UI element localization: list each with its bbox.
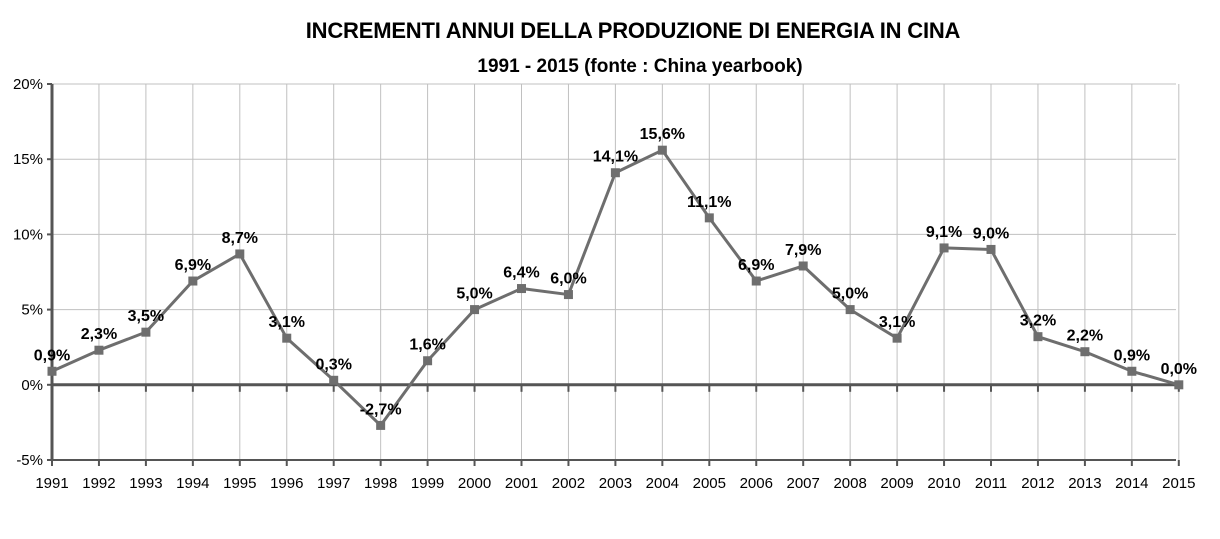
data-label: 15,6% [640,126,685,143]
data-point [517,284,526,294]
data-point [939,243,949,253]
chart-title: INCREMENTI ANNUI DELLA PRODUZIONE DI ENE… [305,18,961,43]
data-point [376,420,386,430]
data-label: 5,0% [832,286,868,303]
data-label: 5,0% [456,286,492,303]
data-label: 3,1% [269,314,305,331]
data-label: 2,3% [81,326,117,343]
data-point [751,276,761,286]
y-tick-label: 20% [13,76,43,93]
data-point [1174,380,1184,390]
data-point [1033,332,1043,342]
x-tick-label: 2012 [1021,475,1054,492]
x-tick-label: 1998 [364,475,397,492]
x-tick-label: 2006 [740,475,773,492]
data-label: 0,3% [315,356,351,373]
y-tick-label: 15% [13,151,43,168]
x-tick-label: 1992 [82,475,115,492]
x-tick-label: 2011 [975,475,1007,492]
data-point [704,213,714,223]
data-point [235,249,245,259]
data-label: 3,5% [128,308,164,325]
x-tick-label: 2004 [646,475,679,492]
x-tick-label: 2008 [833,475,866,492]
data-point [1127,366,1137,376]
data-point [188,276,198,286]
x-tick-label: 2013 [1068,475,1101,492]
x-tick-label: 2007 [787,475,820,492]
data-point [94,345,104,355]
data-label: 14,1% [593,149,638,166]
data-point [798,261,808,271]
y-tick-label: -5% [16,452,43,469]
data-point [329,375,339,385]
data-point [892,333,902,343]
x-tick-label: 1997 [317,475,350,492]
data-point [141,327,151,337]
data-point [282,333,292,343]
data-label: 6,9% [738,257,774,274]
x-tick-label: 1999 [411,475,444,492]
x-tick-label: 1991 [35,475,68,492]
x-tick-label: 2009 [880,475,913,492]
x-tick-label: 2001 [505,475,538,492]
data-point [423,356,433,366]
data-point [470,305,480,315]
data-label: 9,1% [926,224,962,241]
y-tick-label: 10% [13,226,43,243]
x-tick-label: 1993 [129,475,162,492]
data-label: 7,9% [785,242,821,259]
data-point [986,244,996,254]
data-label: 8,7% [222,230,258,247]
data-point [1080,347,1090,357]
data-label: 6,4% [503,265,539,282]
data-label: 0,0% [1161,361,1197,378]
x-tick-label: 2002 [552,475,585,492]
data-label: 2,2% [1067,328,1103,345]
data-label: 0,9% [34,347,70,364]
x-tick-label: 2014 [1115,475,1148,492]
data-label: 0,9% [1114,347,1150,364]
x-tick-label: 2010 [927,475,960,492]
data-point [563,290,573,300]
x-tick-label: 2000 [458,475,491,492]
data-point [610,168,620,178]
x-tick-label: 2015 [1162,475,1195,492]
data-label: 6,0% [550,271,586,288]
data-point [47,366,57,376]
y-tick-label: 5% [21,302,43,319]
x-tick-label: 1994 [176,475,209,492]
x-tick-label: 2005 [693,475,726,492]
data-point [845,305,855,315]
data-point [657,145,667,155]
x-tick-label: 2003 [599,475,632,492]
data-label: 3,2% [1020,313,1056,330]
x-tick-label: 1996 [270,475,303,492]
chart-subtitle: 1991 - 2015 (fonte : China yearbook) [477,56,803,77]
x-tick-label: 1995 [223,475,256,492]
data-label: 1,6% [409,337,445,354]
data-label: 11,1% [687,194,731,211]
data-label: 9,0% [973,225,1009,242]
data-label: 6,9% [175,257,211,274]
y-tick-label: 0% [21,377,43,394]
data-label: -2,7% [360,401,402,418]
data-label: 3,1% [879,314,915,331]
